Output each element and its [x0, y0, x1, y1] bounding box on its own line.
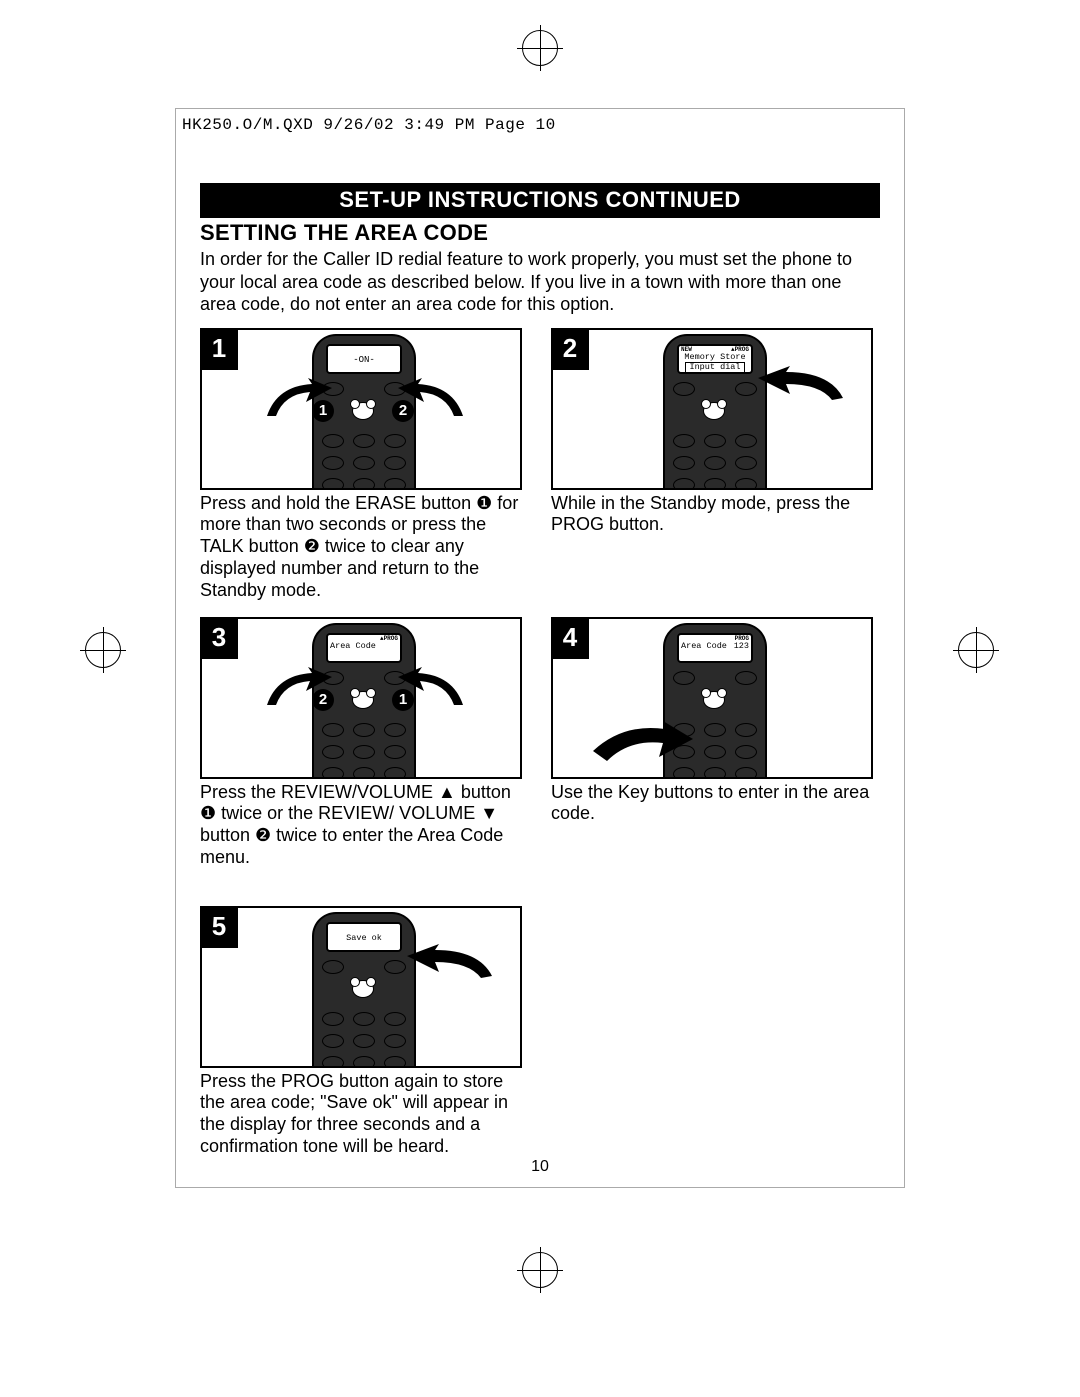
phone-icon: NEW▲PROG Memory Store Input dial: [663, 334, 767, 490]
crop-mark: [103, 627, 104, 673]
callout-number: 1: [392, 689, 414, 711]
screen-text: Area Code: [330, 642, 398, 651]
phone-screen: -ON-: [326, 344, 402, 374]
step: 3 ▲PROG Area Code 2 1 P: [200, 617, 522, 892]
screen-indicator: ▲PROG: [380, 636, 398, 642]
callout-number: 2: [392, 400, 414, 422]
step-caption: Press and hold the ERASE button ❶ for mo…: [200, 493, 522, 603]
step-illustration: 1 -ON- 1 2: [200, 328, 522, 490]
phone-screen: Save ok: [326, 922, 402, 952]
step: 5 Save ok Press the PROG button again to…: [200, 906, 522, 1181]
screen-text: Save ok: [330, 934, 398, 943]
step: 1 -ON- 1 2 Pr: [200, 328, 522, 603]
section-title: SETTING THE AREA CODE: [200, 220, 880, 246]
step-illustration: 2 NEW▲PROG Memory Store Input dial: [551, 328, 873, 490]
callout-number: 1: [312, 400, 334, 422]
step-caption: While in the Standby mode, press the PRO…: [551, 493, 873, 603]
steps-grid: 1 -ON- 1 2 Pr: [200, 328, 880, 1181]
callout-number: 2: [312, 689, 334, 711]
step-illustration: 3 ▲PROG Area Code 2 1: [200, 617, 522, 779]
step: 4 PROG Area Code123 Use the Key buttons …: [551, 617, 873, 892]
print-header: HK250.O/M.QXD 9/26/02 3:49 PM Page 10: [182, 116, 556, 134]
screen-text: Memory Store: [681, 353, 749, 362]
arrow-icon: [593, 721, 693, 767]
screen-text: -ON-: [330, 356, 398, 365]
screen-text: 123: [734, 642, 749, 651]
banner-title: SET-UP INSTRUCTIONS CONTINUED: [200, 183, 880, 218]
page-number: 10: [175, 1158, 905, 1375]
step-illustration: 4 PROG Area Code123: [551, 617, 873, 779]
crop-mark: [976, 627, 977, 673]
step-caption: Press the REVIEW/VOLUME ▲ button ❶ twice…: [200, 782, 522, 892]
screen-text: Input dial: [685, 362, 745, 373]
step: 2 NEW▲PROG Memory Store Input dial W: [551, 328, 873, 603]
step-caption: Use the Key buttons to enter in the area…: [551, 782, 873, 892]
intro-paragraph: In order for the Caller ID redial featur…: [200, 248, 880, 316]
step-number: 4: [551, 617, 589, 659]
phone-screen: NEW▲PROG Memory Store Input dial: [677, 344, 753, 374]
step-number: 5: [200, 906, 238, 948]
step-number: 1: [200, 328, 238, 370]
arrow-icon: [758, 366, 848, 406]
step-illustration: 5 Save ok: [200, 906, 522, 1068]
page-number-value: 10: [531, 1158, 549, 1175]
step-number: 2: [551, 328, 589, 370]
content-area: SET-UP INSTRUCTIONS CONTINUED SETTING TH…: [200, 183, 880, 1181]
phone-screen: ▲PROG Area Code: [326, 633, 402, 663]
arrow-icon: [407, 944, 497, 984]
phone-screen: PROG Area Code123: [677, 633, 753, 663]
step-number: 3: [200, 617, 238, 659]
crop-mark: [540, 25, 541, 71]
screen-text: Area Code: [681, 642, 727, 651]
phone-icon: Save ok: [312, 912, 416, 1068]
